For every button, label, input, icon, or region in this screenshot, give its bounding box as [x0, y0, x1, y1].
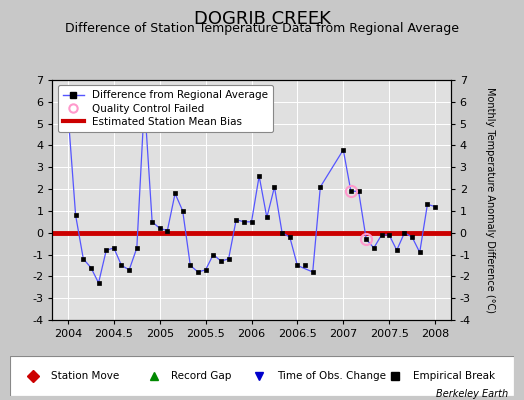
- Difference from Regional Average: [394, 248, 400, 252]
- Difference from Regional Average: [141, 100, 148, 104]
- Difference from Regional Average: [202, 268, 209, 272]
- Difference from Regional Average: [187, 263, 193, 268]
- Difference from Regional Average: [180, 208, 186, 213]
- Difference from Regional Average: [294, 263, 301, 268]
- Difference from Regional Average: [241, 220, 247, 224]
- Difference from Regional Average: [248, 220, 255, 224]
- Legend: Difference from Regional Average, Quality Control Failed, Estimated Station Mean: Difference from Regional Average, Qualit…: [58, 85, 273, 132]
- Difference from Regional Average: [287, 235, 293, 240]
- Difference from Regional Average: [271, 184, 278, 189]
- Difference from Regional Average: [218, 259, 224, 264]
- Difference from Regional Average: [233, 217, 239, 222]
- Difference from Regional Average: [386, 232, 392, 237]
- Text: Difference of Station Temperature Data from Regional Average: Difference of Station Temperature Data f…: [65, 22, 459, 35]
- Difference from Regional Average: [195, 270, 201, 274]
- Difference from Regional Average: [378, 232, 385, 237]
- Difference from Regional Average: [310, 270, 316, 274]
- Difference from Regional Average: [264, 215, 270, 220]
- Difference from Regional Average: [340, 148, 346, 152]
- Text: Record Gap: Record Gap: [171, 371, 232, 381]
- Text: Time of Obs. Change: Time of Obs. Change: [277, 371, 386, 381]
- Difference from Regional Average: [88, 265, 94, 270]
- Difference from Regional Average: [126, 268, 133, 272]
- Text: Empirical Break: Empirical Break: [413, 371, 495, 381]
- Difference from Regional Average: [317, 184, 323, 189]
- Text: Berkeley Earth: Berkeley Earth: [436, 389, 508, 399]
- Difference from Regional Average: [210, 252, 216, 257]
- Difference from Regional Average: [172, 191, 178, 196]
- Difference from Regional Average: [111, 246, 117, 250]
- Line: Difference from Regional Average: Difference from Regional Average: [66, 100, 437, 285]
- Difference from Regional Average: [363, 237, 369, 242]
- Difference from Regional Average: [432, 204, 438, 209]
- Difference from Regional Average: [149, 220, 155, 224]
- Difference from Regional Average: [424, 202, 431, 207]
- Difference from Regional Average: [118, 263, 125, 268]
- Difference from Regional Average: [134, 246, 140, 250]
- Difference from Regional Average: [401, 230, 408, 235]
- Difference from Regional Average: [256, 174, 263, 178]
- Y-axis label: Monthly Temperature Anomaly Difference (°C): Monthly Temperature Anomaly Difference (…: [485, 87, 495, 313]
- Difference from Regional Average: [409, 235, 415, 240]
- Difference from Regional Average: [417, 250, 423, 255]
- Difference from Regional Average: [348, 189, 354, 194]
- Difference from Regional Average: [80, 256, 86, 261]
- Difference from Regional Average: [370, 246, 377, 250]
- Difference from Regional Average: [164, 228, 170, 233]
- Difference from Regional Average: [72, 213, 79, 218]
- Text: Station Move: Station Move: [51, 371, 119, 381]
- Difference from Regional Average: [225, 256, 232, 261]
- Difference from Regional Average: [279, 230, 285, 235]
- Difference from Regional Average: [103, 248, 110, 252]
- Difference from Regional Average: [355, 189, 362, 194]
- Difference from Regional Average: [95, 280, 102, 285]
- FancyBboxPatch shape: [10, 356, 514, 396]
- Difference from Regional Average: [157, 226, 163, 231]
- Text: DOGRIB CREEK: DOGRIB CREEK: [193, 10, 331, 28]
- Difference from Regional Average: [65, 110, 71, 115]
